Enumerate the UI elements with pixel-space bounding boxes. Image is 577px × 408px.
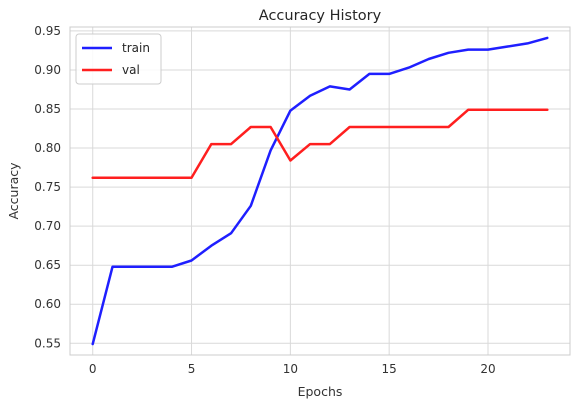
series-line-val (91, 108, 549, 179)
tick-labels: 0 5 10 15 20 0.55 0.60 0.65 0.70 0.75 0.80 0.85 0.90… (34, 24, 495, 376)
y-tick-label: 0.85 (34, 102, 61, 116)
y-tick-label: 0.80 (34, 141, 61, 155)
y-tick-label: 0.70 (34, 219, 61, 233)
x-tick-label: 20 (480, 362, 495, 376)
x-tick-label: 0 (89, 362, 97, 376)
y-tick-label: 0.75 (34, 180, 61, 194)
y-tick-label: 0.95 (34, 24, 61, 38)
chart-title: Accuracy History (259, 8, 382, 24)
y-tick-label: 0.55 (34, 336, 61, 350)
series-line-train (91, 36, 549, 346)
y-tick-label: 0.60 (34, 297, 61, 311)
x-tick-label: 10 (283, 362, 298, 376)
series-layer (91, 36, 549, 346)
y-tick-label: 0.65 (34, 258, 61, 272)
legend-label-train: train (122, 41, 150, 55)
plot-frame (69, 26, 571, 356)
x-axis-label: Epochs (298, 384, 343, 399)
y-tick-label: 0.90 (34, 63, 61, 77)
legend: train val (75, 33, 162, 85)
legend-box (75, 33, 162, 85)
legend-label-val: val (122, 63, 140, 77)
y-axis-label: Accuracy (6, 162, 21, 220)
x-tick-label: 5 (188, 362, 196, 376)
x-tick-label: 15 (382, 362, 397, 376)
